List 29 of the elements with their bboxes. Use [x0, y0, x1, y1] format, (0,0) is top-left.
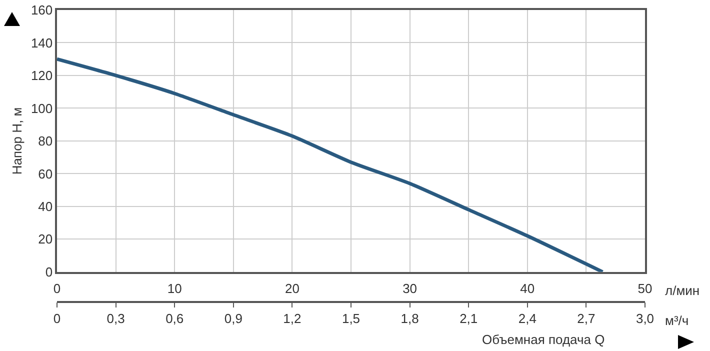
x-tick-label: 50 — [638, 281, 652, 296]
x2-tick-label: 1,5 — [342, 311, 360, 326]
line-series — [57, 57, 604, 272]
text: Объемная подача Q — [482, 332, 605, 347]
x2-tick-label: 1,2 — [283, 311, 302, 326]
x-tick-label: 30 — [402, 281, 418, 296]
x2-tick-label: 2,1 — [460, 311, 478, 326]
y-tick-label: 160 — [30, 2, 53, 18]
x2-tick-label: 0,3 — [106, 311, 125, 326]
x2-tick-label: 2,4 — [518, 311, 536, 326]
y-tick-label: 80 — [38, 134, 53, 148]
y-tick-label: 120 — [30, 68, 53, 84]
y-tick-label: 0 — [45, 264, 53, 280]
x-tick-label: 10 — [167, 281, 182, 296]
x2-tick-label: 3,0 — [636, 311, 654, 326]
y-tick-label: 100 — [30, 100, 53, 116]
x2-tick-label: 0,6 — [166, 311, 184, 326]
y-tick-label: 20 — [38, 232, 53, 247]
x2-axis-title: м³/ч — [665, 313, 689, 328]
x2-tick-label: 0,9 — [224, 311, 242, 326]
y-tick-label: 40 — [38, 198, 53, 214]
x-tick-label: 40 — [520, 281, 535, 296]
y-tick-label: 60 — [38, 166, 53, 182]
x2-tick-label: 1,8 — [400, 311, 419, 326]
y-tick-label: 140 — [30, 35, 53, 50]
x-tick-label: 20 — [284, 281, 300, 296]
x2-tick-label: 2,7 — [577, 311, 596, 326]
x-axis-title: л/мин — [665, 283, 700, 298]
y-axis-title: Напор H, м — [9, 107, 24, 175]
